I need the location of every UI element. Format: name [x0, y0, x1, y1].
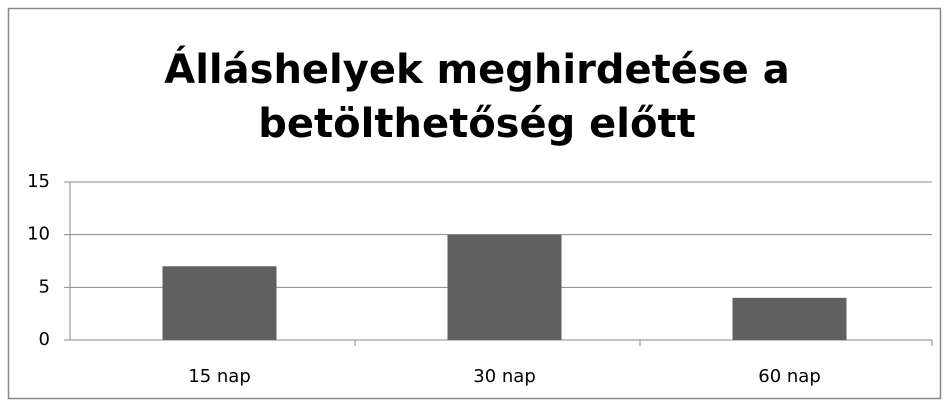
bar — [447, 234, 562, 340]
y-tick-label: 0 — [39, 329, 50, 350]
bar — [732, 297, 847, 340]
y-tick-label: 10 — [27, 224, 50, 245]
chart-title: Álláshelyek meghirdetése a — [164, 45, 789, 93]
y-tick-label: 15 — [27, 171, 50, 192]
y-tick-label: 5 — [39, 276, 50, 297]
bar — [162, 266, 277, 340]
x-tick-label: 30 nap — [473, 366, 536, 387]
x-tick-label: 15 nap — [188, 366, 251, 387]
x-tick-label: 60 nap — [758, 366, 821, 387]
chart-title: betölthetőség előtt — [258, 101, 695, 147]
